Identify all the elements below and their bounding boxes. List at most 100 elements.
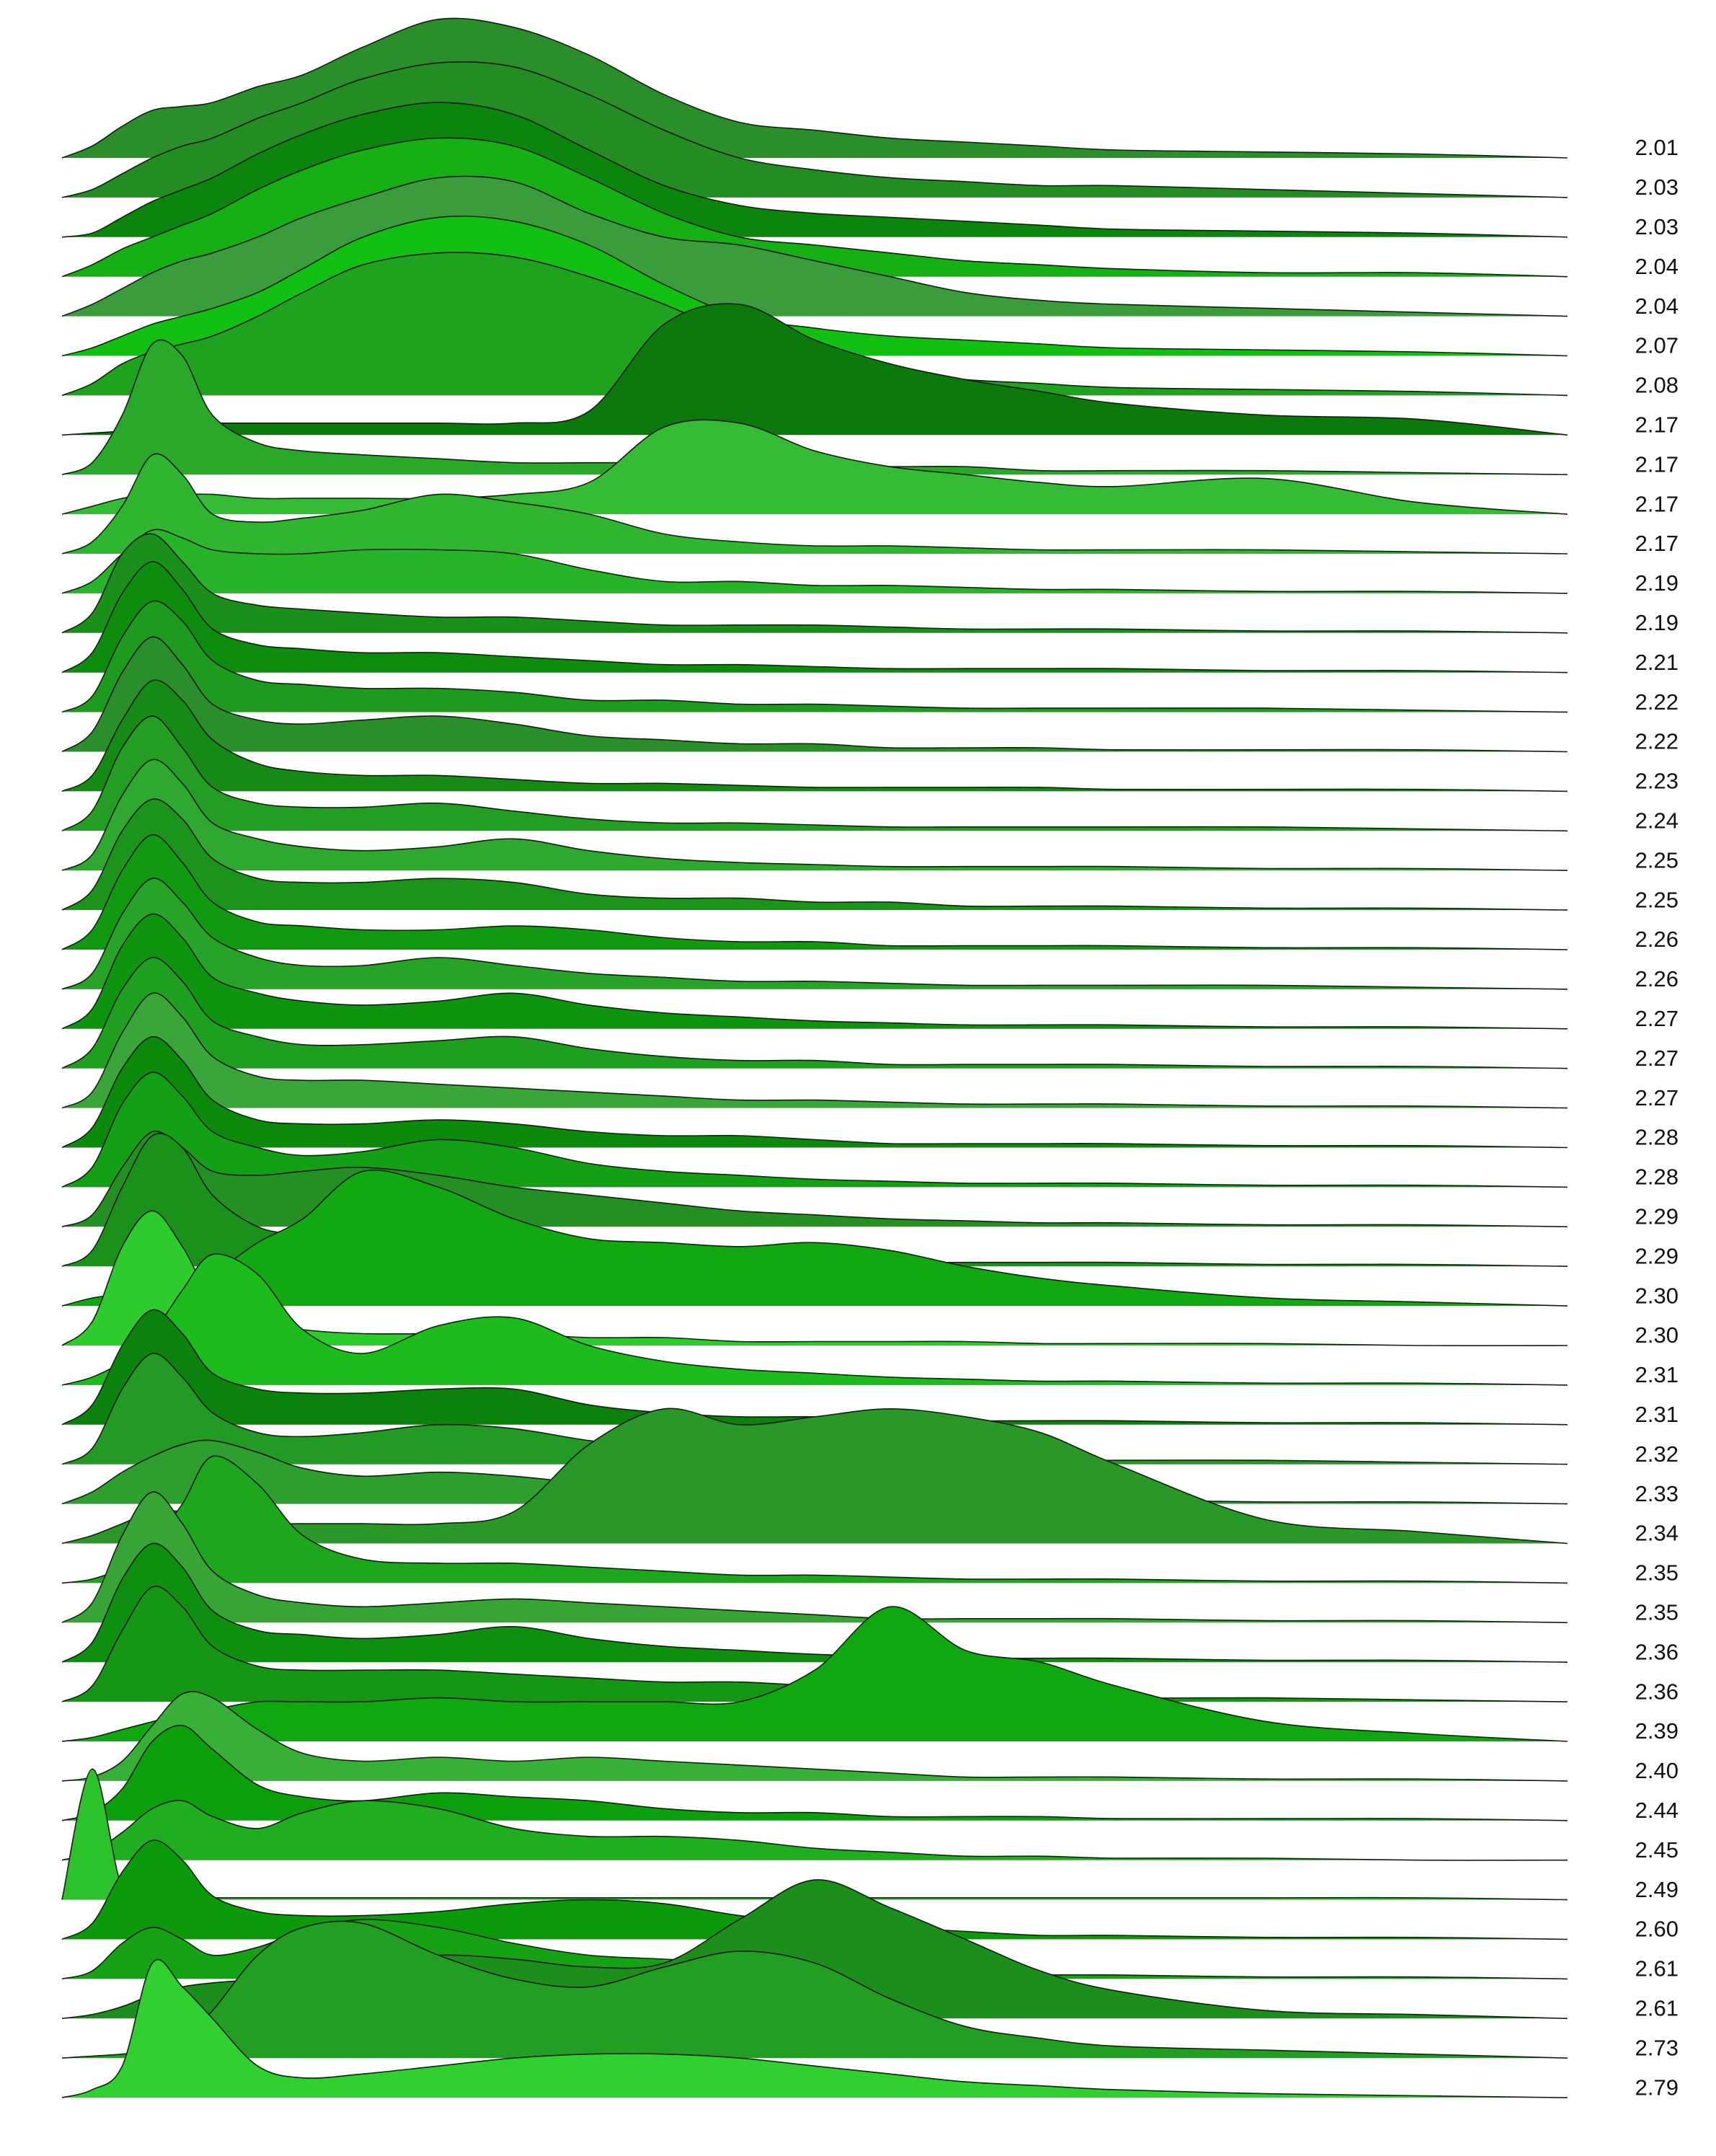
ridge-area — [62, 534, 1567, 633]
ridge-label: 2.25 — [1635, 847, 1679, 872]
ridge-outline — [61, 175, 1568, 317]
ridge-outline — [61, 1725, 1568, 1821]
ridge-area — [62, 1491, 1567, 1623]
ridge-label: 2.45 — [1635, 1837, 1679, 1863]
ridge-label: 2.28 — [1635, 1165, 1679, 1190]
ridge-label: 2.29 — [1635, 1243, 1679, 1268]
ridge-label: 2.04 — [1635, 293, 1679, 319]
ridge-area — [62, 420, 1567, 515]
ridge-label: 2.08 — [1635, 373, 1679, 398]
ridge-area — [62, 1170, 1567, 1307]
ridge-area — [62, 1133, 1567, 1267]
ridge-outline — [61, 957, 1568, 1069]
ridge-area — [62, 1800, 1567, 1860]
ridge-label: 2.19 — [1635, 610, 1679, 635]
ridge-label: 2.03 — [1635, 174, 1679, 200]
ridge-outline — [61, 1035, 1568, 1149]
ridge-outline — [61, 1455, 1568, 1584]
ridge-label: 2.36 — [1635, 1679, 1679, 1704]
ridge-area — [62, 679, 1567, 792]
ridge-outline — [61, 61, 1568, 198]
ridge-outline — [61, 533, 1568, 634]
ridge-label: 2.33 — [1635, 1481, 1679, 1506]
ridge-area — [62, 601, 1567, 712]
ridge-outline — [61, 679, 1568, 792]
ridge-label: 2.27 — [1635, 1006, 1679, 1031]
ridge-outline — [61, 252, 1568, 397]
ridge-label: 2.24 — [1635, 808, 1679, 833]
ridge-area — [62, 716, 1567, 831]
ridge-label: 2.40 — [1635, 1758, 1679, 1783]
ridge-label: 2.27 — [1635, 1046, 1679, 1071]
ridge-area — [62, 1691, 1567, 1781]
ridge-label: 2.34 — [1635, 1521, 1679, 1546]
ridge-area — [62, 1353, 1567, 1464]
ridge-label: 2.22 — [1635, 729, 1679, 754]
ridge-label: 2.04 — [1635, 254, 1679, 279]
ridge-outline — [61, 1072, 1568, 1188]
ridge-label: 2.39 — [1635, 1718, 1679, 1744]
ridge-label: 2.31 — [1635, 1402, 1679, 1427]
ridge-area — [62, 992, 1567, 1108]
ridge-outline — [61, 1839, 1568, 1940]
ridge-outline — [61, 600, 1568, 713]
ridge-area — [62, 878, 1567, 989]
ridge-label: 2.26 — [1635, 927, 1679, 952]
ridge-outline — [61, 1130, 1568, 1228]
ridge-area — [62, 340, 1567, 475]
ridge-label: 2.61 — [1635, 1956, 1679, 1982]
ridge-outline — [61, 102, 1568, 238]
ridge-label: 2.03 — [1635, 214, 1679, 239]
ridge-outline — [61, 215, 1568, 357]
ridge-outline — [61, 913, 1568, 1030]
ridge-outline — [61, 1210, 1568, 1347]
ridge-label: 2.35 — [1635, 1560, 1679, 1586]
ridge-label: 2.26 — [1635, 966, 1679, 991]
ridge-label: 2.27 — [1635, 1085, 1679, 1110]
ridge-label: 2.31 — [1635, 1362, 1679, 1387]
ridge-label: 2.17 — [1635, 451, 1679, 477]
ridge-label: 2.07 — [1635, 333, 1679, 358]
ridge-area — [62, 1725, 1567, 1821]
ridge-outline — [61, 1253, 1568, 1386]
ridge-area — [62, 1254, 1567, 1385]
ridge-label: 2.36 — [1635, 1639, 1679, 1664]
ridge-area — [62, 252, 1567, 396]
ridge-label: 2.79 — [1635, 2075, 1679, 2100]
ridge-area — [62, 529, 1567, 593]
ridge-area — [62, 637, 1567, 752]
ridge-area — [62, 1586, 1567, 1702]
ridge-outline — [61, 1800, 1568, 1861]
ridge-outline — [61, 1691, 1568, 1782]
ridge-label: 2.17 — [1635, 491, 1679, 516]
ridge-area — [62, 1440, 1567, 1504]
ridge-label: 2.17 — [1635, 531, 1679, 556]
ridge-area — [62, 1607, 1567, 1741]
ridge-outline — [61, 1919, 1568, 1980]
ridge-label: 2.61 — [1635, 1995, 1679, 2020]
ridge-outline — [61, 798, 1568, 911]
ridge-outline — [61, 1309, 1568, 1426]
ridge-outline — [61, 834, 1568, 950]
ridge-area — [62, 1840, 1567, 1940]
ridge-label: 2.21 — [1635, 650, 1679, 675]
ridge-outline — [61, 878, 1568, 990]
ridge-area — [62, 1309, 1567, 1425]
ridge-outline — [61, 1879, 1568, 2020]
ridge-label: 2.22 — [1635, 689, 1679, 715]
ridge-label: 2.29 — [1635, 1203, 1679, 1229]
ridge-label: 2.28 — [1635, 1125, 1679, 1150]
ridge-area — [62, 1408, 1567, 1544]
ridge-outline — [61, 137, 1568, 278]
ridge-outline — [61, 759, 1568, 871]
ridge-label: 2.73 — [1635, 2035, 1679, 2060]
ridge-label: 2.23 — [1635, 769, 1679, 794]
ridge-label: 2.17 — [1635, 412, 1679, 437]
ridge-label: 2.30 — [1635, 1322, 1679, 1348]
ridge-label: 2.01 — [1635, 135, 1679, 160]
ridge-label: 2.19 — [1635, 570, 1679, 596]
ridge-label: 2.25 — [1635, 887, 1679, 912]
ridge-area — [62, 304, 1567, 436]
ridge-area — [62, 454, 1567, 554]
ridge-outline — [61, 1958, 1568, 2098]
